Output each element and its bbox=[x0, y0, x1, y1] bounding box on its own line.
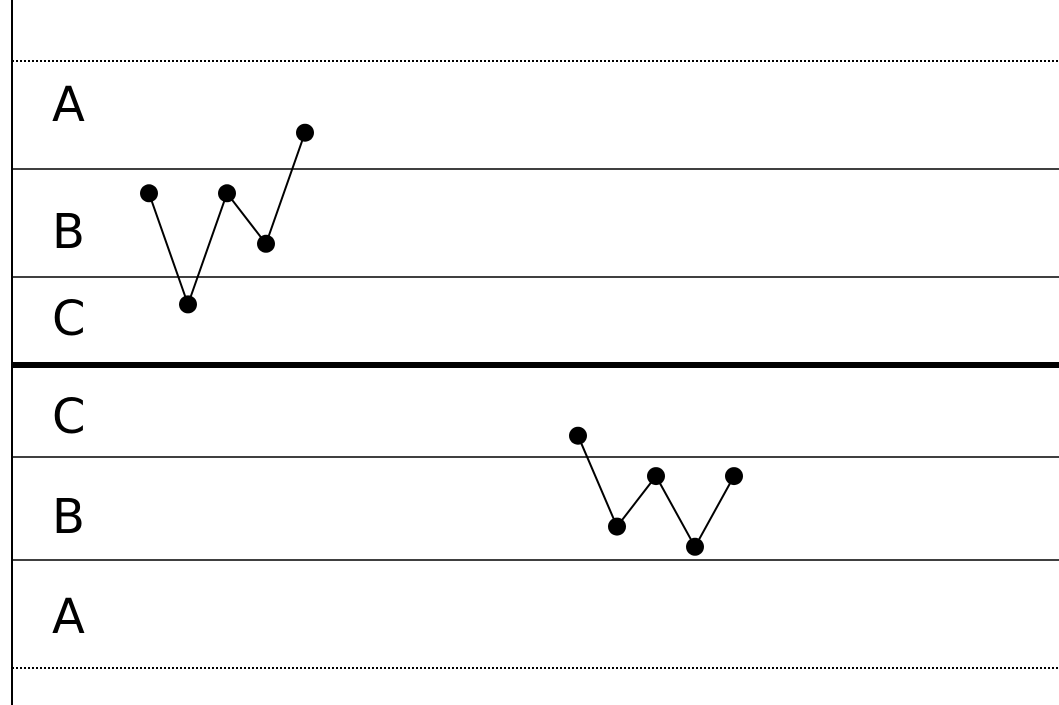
series-2-point-3 bbox=[647, 467, 665, 486]
series-1-point-1 bbox=[140, 184, 158, 203]
series-1-point-4 bbox=[257, 234, 275, 253]
zone-label-upper-b: B bbox=[52, 204, 85, 260]
series-2-point-2 bbox=[608, 517, 626, 536]
series-1-point-2 bbox=[179, 295, 197, 314]
series-layer bbox=[140, 123, 743, 556]
series-2-line bbox=[577, 435, 735, 549]
series-1-line bbox=[148, 132, 306, 308]
zone-label-lower-c: C bbox=[52, 389, 86, 445]
series-1-point-5 bbox=[296, 123, 314, 142]
series-2-point-1 bbox=[569, 426, 587, 445]
zone-label-upper-c: C bbox=[52, 291, 86, 347]
zone-label-lower-a: A bbox=[52, 589, 85, 645]
zone-label-lower-b: B bbox=[52, 489, 85, 545]
series-2-point-5 bbox=[725, 467, 743, 486]
series-1-point-3 bbox=[218, 184, 236, 203]
zone-label-upper-a: A bbox=[52, 77, 85, 133]
series-2-point-4 bbox=[686, 537, 704, 556]
